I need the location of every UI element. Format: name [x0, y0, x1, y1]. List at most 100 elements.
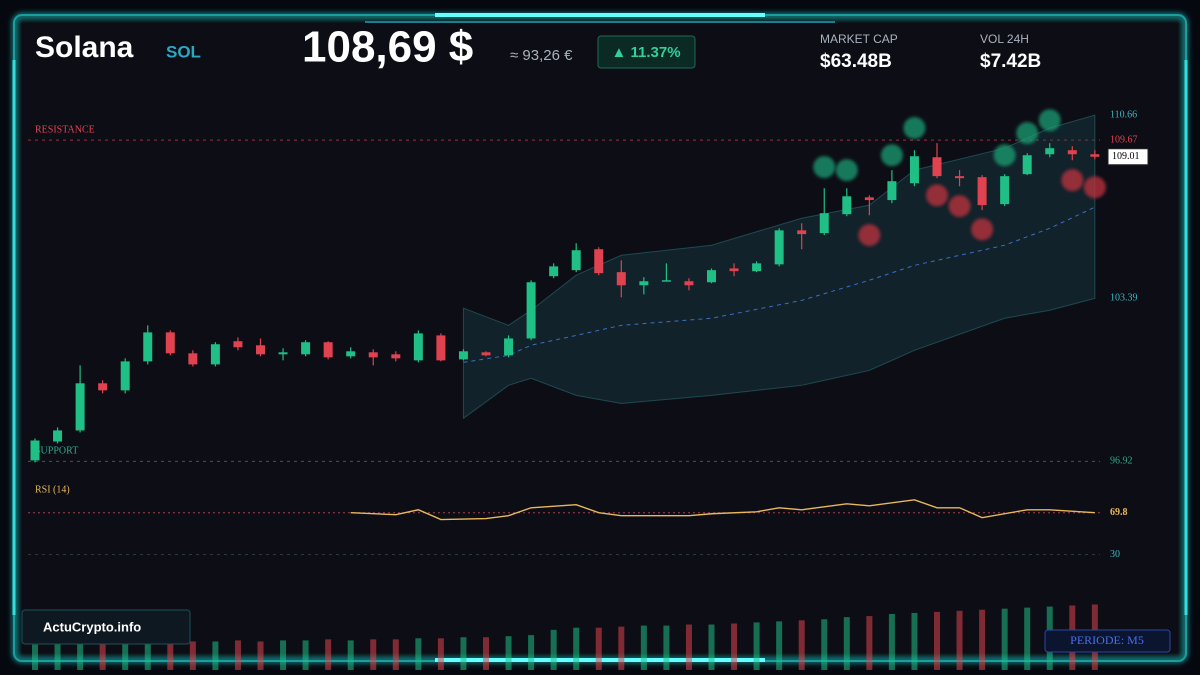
volume-bar [821, 619, 828, 670]
coin-name: Solana [35, 31, 134, 64]
period: PERIODE: M5 [1070, 633, 1144, 647]
candle-body [977, 177, 987, 206]
candle-body [661, 280, 671, 282]
band-upper-label: 110.66 [1110, 109, 1137, 120]
volume-bar [212, 641, 219, 670]
price: 108,69 $ [302, 23, 473, 72]
candle-body [1000, 176, 1010, 205]
change-badge [597, 35, 696, 69]
candle-body [819, 213, 829, 234]
candle-body [436, 335, 446, 361]
sell-signal [971, 218, 994, 241]
volume-bar [370, 639, 377, 670]
coin-ticker: SOL [166, 42, 201, 61]
candle-body [1022, 155, 1032, 175]
volume-bar [1001, 608, 1008, 670]
candle-body [684, 281, 694, 286]
volume-bar [234, 640, 241, 670]
volume-bar [257, 641, 264, 670]
candle-body [1090, 154, 1100, 157]
volume-bar [934, 611, 940, 670]
volume-bar [144, 641, 151, 670]
candle-body [256, 345, 265, 355]
volume-bar [595, 627, 602, 670]
candle-body [504, 338, 514, 356]
rsi-line [350, 499, 1095, 521]
sell-signal [1083, 176, 1106, 199]
volume-bar [550, 629, 557, 670]
candle-body [616, 272, 626, 286]
rsi-label: RSI (14) [35, 484, 70, 495]
market-cap: $63.48B [820, 51, 892, 72]
volume-bar [483, 637, 489, 670]
sell-signal [858, 224, 881, 247]
buy-signal [835, 159, 858, 182]
candle-body [413, 333, 423, 361]
volume-bar [415, 638, 422, 670]
candle-body [143, 332, 153, 362]
price-eur: ≈ 93,26 € [510, 47, 573, 64]
volume-bar [325, 639, 332, 670]
volume-bar [77, 642, 84, 670]
candle-body [188, 353, 198, 365]
volume-bar [708, 624, 715, 670]
volume-24h: $7.42B [980, 51, 1041, 72]
candle-body [932, 157, 942, 177]
volume-bar [122, 642, 129, 670]
sell-signal [948, 195, 971, 218]
candle-body [458, 351, 468, 360]
volume-bar [911, 612, 918, 670]
candle-body [639, 281, 649, 286]
buy-signal [1016, 122, 1039, 145]
candle-body [1045, 148, 1055, 155]
change: ▲ 11.37% [611, 44, 680, 61]
candle-body [752, 263, 762, 272]
volume-bar [663, 625, 670, 670]
candle-body [75, 383, 85, 431]
candle-body [909, 156, 919, 184]
sell-signal [926, 184, 948, 207]
brand-box [21, 609, 191, 645]
candle-body [120, 361, 130, 391]
candle-body [323, 342, 333, 358]
resistance-value: 109.67 [1110, 134, 1138, 145]
candle-body [774, 230, 784, 265]
buy-signal [1038, 109, 1061, 132]
volume-bar [392, 639, 399, 670]
candle-body [571, 250, 581, 271]
candle-body [233, 341, 243, 348]
volume-bar [437, 638, 444, 670]
support-value: 96.92 [1110, 456, 1133, 467]
volume-bar [753, 622, 760, 670]
volume-bar [843, 617, 850, 670]
candle-body [301, 342, 311, 355]
last-price: 109.01 [1112, 151, 1140, 162]
candle-body [391, 354, 401, 359]
candle-body [594, 249, 604, 274]
rsi-last-label: 69.8 [1110, 507, 1128, 518]
candle-body [30, 440, 40, 461]
volume-bar [1024, 607, 1031, 670]
candle-body [346, 351, 356, 357]
rsi-tick-label: 30 [1110, 549, 1120, 560]
candle-body [98, 383, 108, 391]
resistance-label: RESISTANCE [35, 124, 95, 135]
volume-bar [798, 620, 805, 670]
volume-bar [640, 625, 647, 670]
candle-body [864, 197, 874, 201]
period-box [1044, 629, 1171, 653]
candle-body [955, 176, 965, 179]
volume-bar [505, 636, 512, 670]
volume-bar [528, 635, 535, 670]
candle-body [887, 181, 897, 201]
volume-bar [866, 616, 873, 670]
volume-bar [189, 641, 196, 670]
volume-bar [54, 643, 61, 670]
volume-bar [347, 640, 354, 670]
buy-signal [880, 144, 903, 167]
support-label: SUPPORT [35, 446, 78, 457]
volume-bar [280, 640, 287, 670]
volume-bar [979, 609, 986, 670]
candle-body [210, 344, 220, 365]
